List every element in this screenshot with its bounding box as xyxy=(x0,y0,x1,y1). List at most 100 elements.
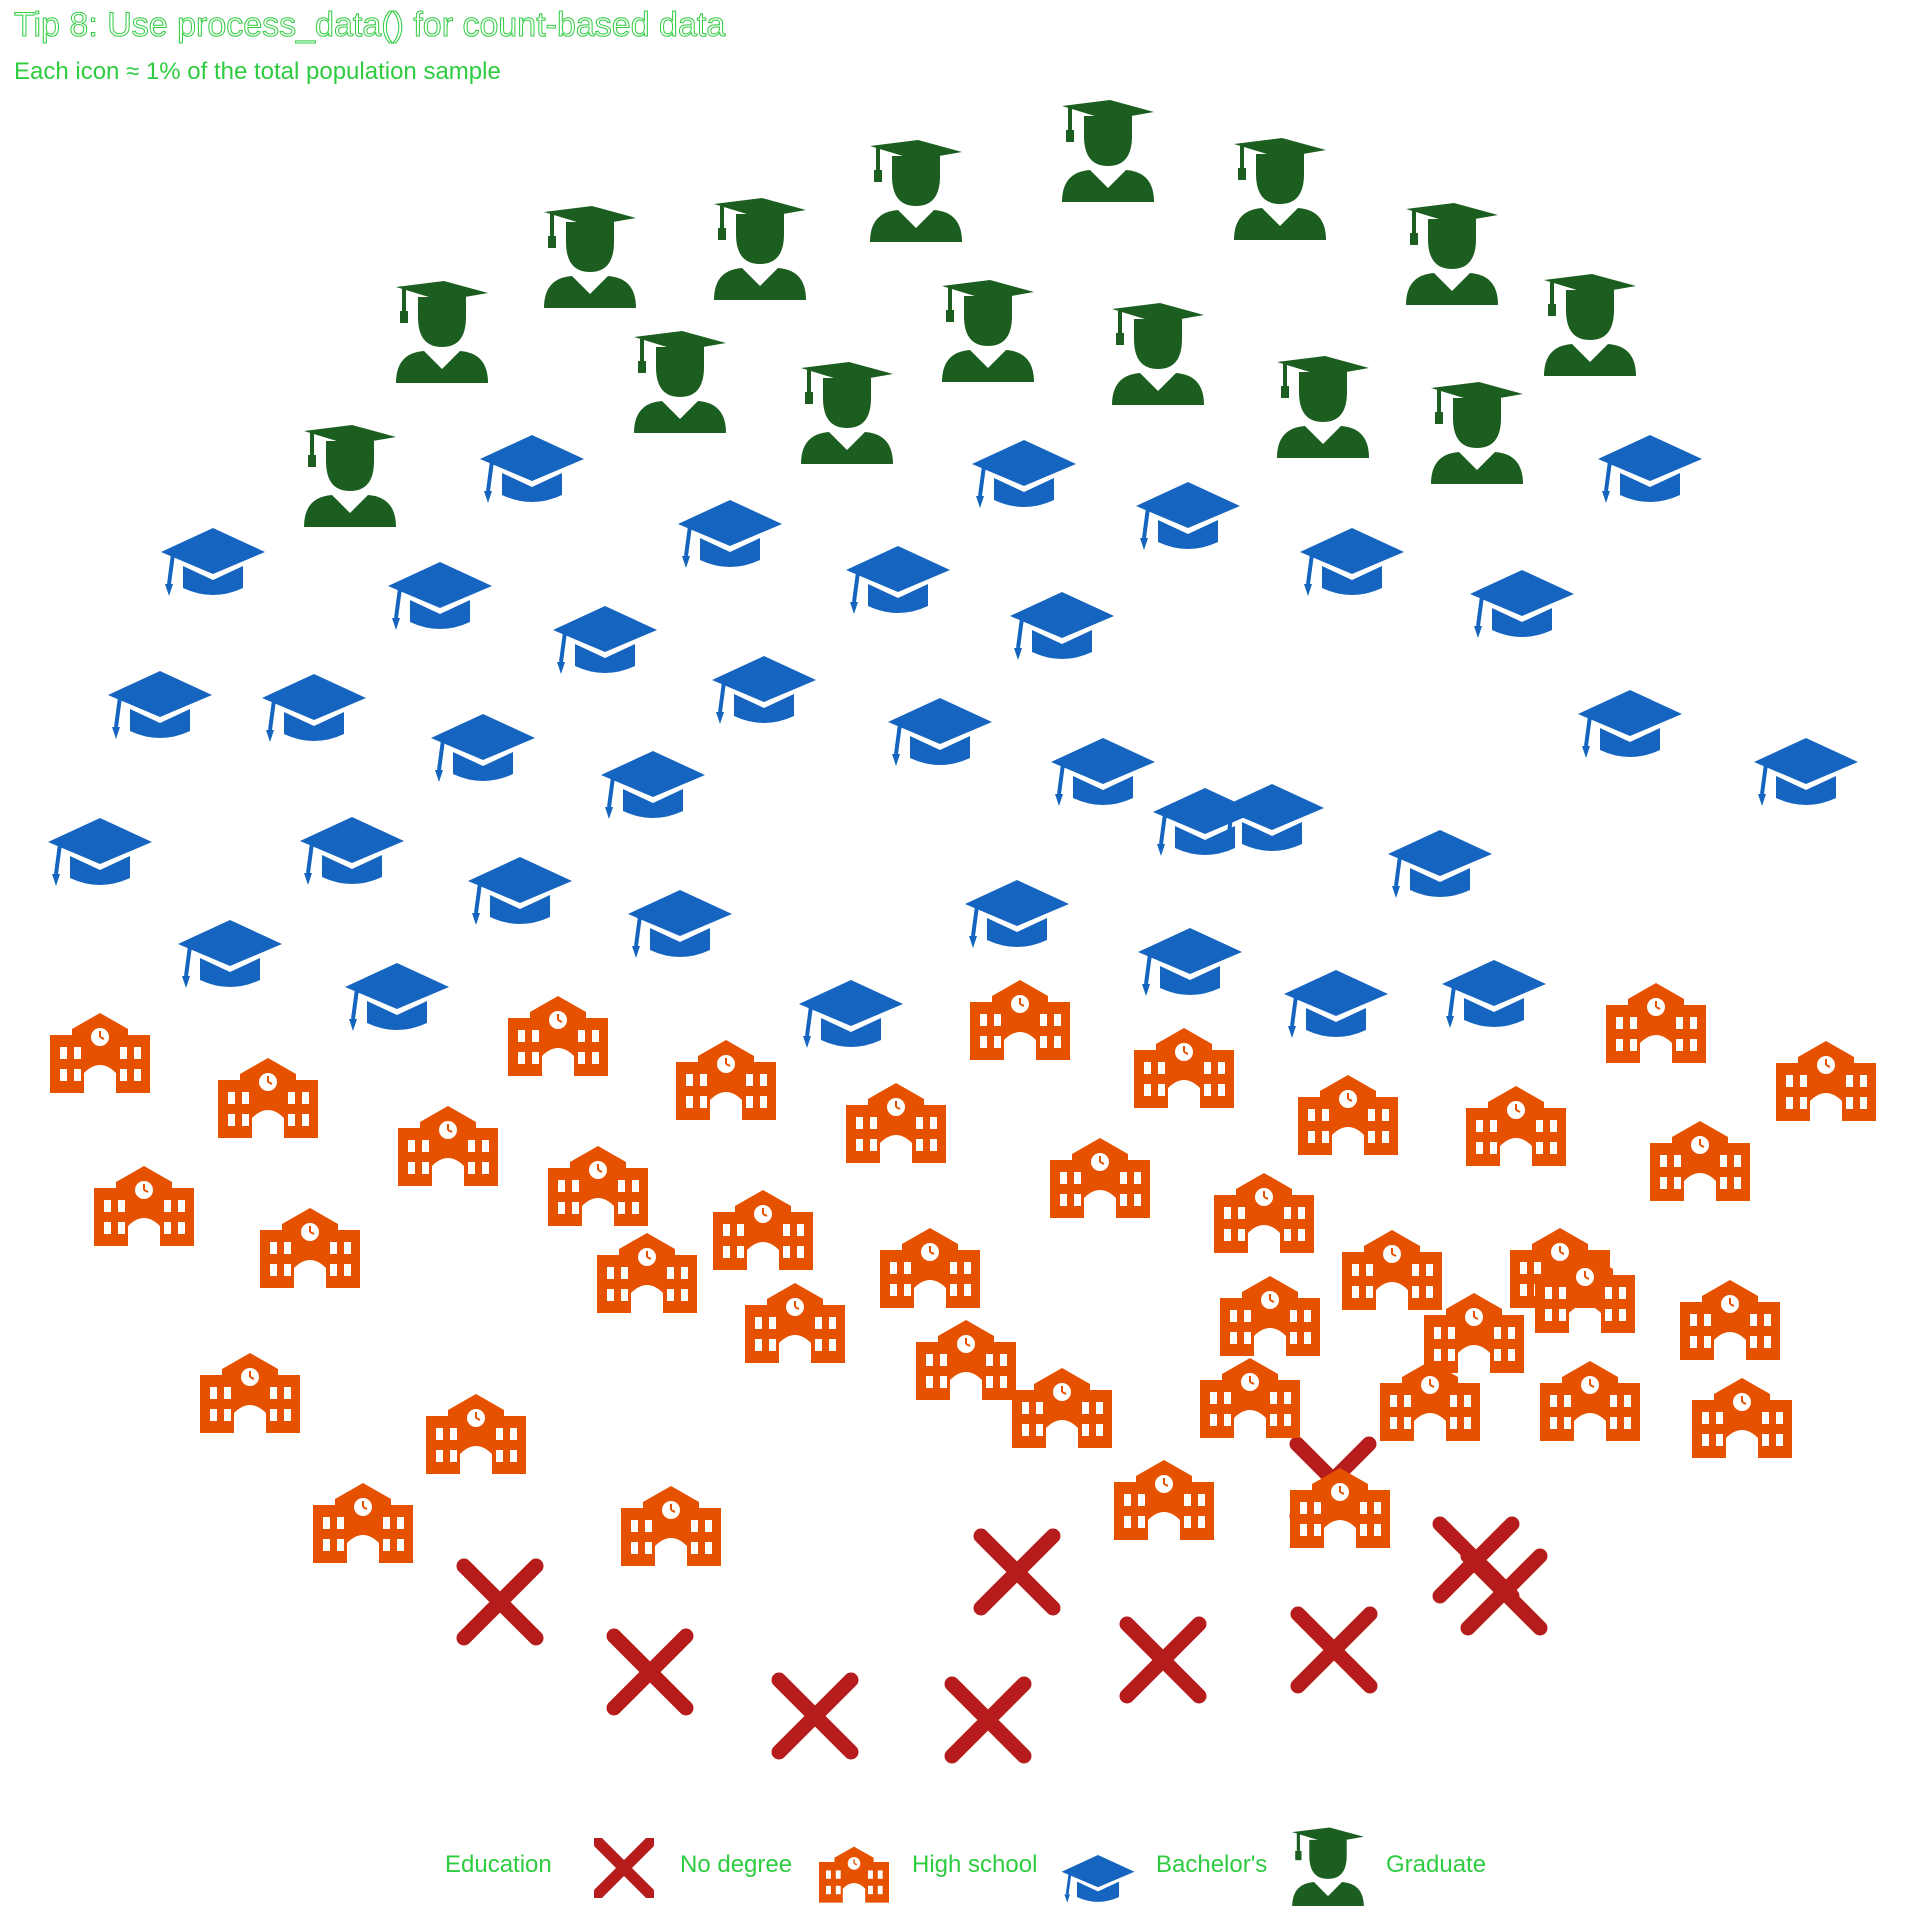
legend-label-graduate: Graduate xyxy=(1386,1851,1487,1878)
mortarboard-mark-icon xyxy=(846,546,950,614)
graduate-person-mark-icon xyxy=(634,331,726,433)
x-mark-mark-icon xyxy=(456,1558,544,1646)
x-mark-mark-icon xyxy=(1432,1516,1520,1604)
school-building-mark-icon xyxy=(676,1040,776,1120)
x-mark-mark-icon xyxy=(1290,1606,1378,1694)
school-building-mark-icon xyxy=(426,1394,526,1474)
graduate-person-mark-icon xyxy=(942,280,1034,382)
graduate-person-mark-icon xyxy=(1234,138,1326,240)
school-building-mark-icon xyxy=(1606,983,1706,1063)
mortarboard-mark-icon xyxy=(1442,960,1546,1028)
mortarboard-mark-icon xyxy=(431,714,535,782)
mortarboard-mark-icon xyxy=(480,435,584,503)
mortarboard-mark-icon xyxy=(1138,928,1242,996)
mortarboard-mark-icon xyxy=(1470,570,1574,638)
mortarboard-mark-icon xyxy=(601,751,705,819)
school-building-mark-icon xyxy=(713,1190,813,1270)
legend-title: Education xyxy=(445,1851,552,1878)
mortarboard-mark-icon xyxy=(300,817,404,885)
school-building-mark-icon xyxy=(1380,1361,1480,1441)
graduate-person-mark-icon xyxy=(1431,382,1523,484)
mortarboard-mark-icon xyxy=(1388,830,1492,898)
mortarboard-mark-icon xyxy=(1010,592,1114,660)
mortarboard-mark-icon xyxy=(1578,690,1682,758)
graduate-person-mark-icon xyxy=(1112,303,1204,405)
school-building-mark-icon xyxy=(970,980,1070,1060)
mortarboard-mark-icon xyxy=(388,562,492,630)
legend: Education No degree High school Bachelor… xyxy=(0,1820,1920,1910)
x-mark-mark-icon xyxy=(771,1672,859,1760)
school-building-mark-icon xyxy=(1776,1041,1876,1121)
graduate-person-mark-icon xyxy=(714,198,806,300)
mortarboard-mark-icon xyxy=(965,880,1069,948)
mortarboard-mark-icon xyxy=(178,920,282,988)
school-building-mark-icon xyxy=(745,1283,845,1363)
school-building-mark-icon xyxy=(1134,1028,1234,1108)
school-building-mark-icon xyxy=(880,1228,980,1308)
school-building-mark-icon xyxy=(1012,1368,1112,1448)
school-building-mark-icon xyxy=(1114,1460,1214,1540)
x-mark-mark-icon xyxy=(1119,1616,1207,1704)
mortarboard-mark-icon xyxy=(712,656,816,724)
school-building-mark-icon xyxy=(621,1486,721,1566)
school-building-mark-icon xyxy=(1298,1075,1398,1155)
x-mark-mark-icon xyxy=(944,1676,1032,1764)
mortarboard-mark-icon xyxy=(1598,435,1702,503)
school-building-mark-icon xyxy=(1650,1121,1750,1201)
school-building-mark-icon xyxy=(1220,1276,1320,1356)
legend-mortarboard-icon xyxy=(1061,1855,1135,1903)
icon-plot xyxy=(48,100,1876,1764)
mortarboard-mark-icon xyxy=(888,698,992,766)
mortarboard-mark-icon xyxy=(48,818,152,886)
school-building-mark-icon xyxy=(1290,1468,1390,1548)
school-building-mark-icon xyxy=(398,1106,498,1186)
school-building-mark-icon xyxy=(1424,1293,1524,1373)
mortarboard-mark-icon xyxy=(108,671,212,739)
x-mark-mark-icon xyxy=(606,1628,694,1716)
school-building-mark-icon xyxy=(1540,1361,1640,1441)
school-building-mark-icon xyxy=(916,1320,1016,1400)
school-building-mark-icon xyxy=(1692,1378,1792,1458)
mortarboard-mark-icon xyxy=(972,440,1076,508)
school-building-mark-icon xyxy=(200,1353,300,1433)
graduate-person-mark-icon xyxy=(1277,356,1369,458)
graduate-person-mark-icon xyxy=(304,425,396,527)
school-building-mark-icon xyxy=(260,1208,360,1288)
school-building-mark-icon xyxy=(597,1233,697,1313)
mortarboard-mark-icon xyxy=(1136,482,1240,550)
school-building-mark-icon xyxy=(94,1166,194,1246)
school-building-mark-icon xyxy=(508,996,608,1076)
school-building-mark-icon xyxy=(1200,1358,1300,1438)
mortarboard-mark-icon xyxy=(468,857,572,925)
graduate-person-mark-icon xyxy=(396,281,488,383)
mortarboard-mark-icon xyxy=(1754,738,1858,806)
graduate-person-mark-icon xyxy=(544,206,636,308)
legend-x-mark-icon xyxy=(594,1838,654,1898)
school-building-mark-icon xyxy=(846,1083,946,1163)
legend-school-building-icon xyxy=(819,1846,889,1903)
school-building-mark-icon xyxy=(548,1146,648,1226)
graduate-person-mark-icon xyxy=(1062,100,1154,202)
legend-label-no-degree: No degree xyxy=(680,1851,793,1878)
school-building-mark-icon xyxy=(1680,1280,1780,1360)
legend-graduate-person-icon xyxy=(1292,1827,1364,1906)
mortarboard-mark-icon xyxy=(161,528,265,596)
mortarboard-mark-icon xyxy=(553,606,657,674)
school-building-mark-icon xyxy=(1342,1230,1442,1310)
legend-label-bachelors: Bachelor's xyxy=(1156,1851,1268,1878)
mortarboard-mark-icon xyxy=(1300,528,1404,596)
graduate-person-mark-icon xyxy=(1406,203,1498,305)
graduate-person-mark-icon xyxy=(870,140,962,242)
graduate-person-mark-icon xyxy=(1544,274,1636,376)
mortarboard-mark-icon xyxy=(345,963,449,1031)
school-building-mark-icon xyxy=(1214,1173,1314,1253)
school-building-mark-icon xyxy=(313,1483,413,1563)
school-building-mark-icon xyxy=(218,1058,318,1138)
graduate-person-mark-icon xyxy=(801,362,893,464)
school-building-mark-icon xyxy=(1466,1086,1566,1166)
chart-title: Tip 8: Use process_data() for count-base… xyxy=(13,6,726,45)
mortarboard-mark-icon xyxy=(628,890,732,958)
mortarboard-mark-icon xyxy=(1220,784,1324,852)
mortarboard-mark-icon xyxy=(262,674,366,742)
school-building-mark-icon xyxy=(1535,1253,1635,1333)
